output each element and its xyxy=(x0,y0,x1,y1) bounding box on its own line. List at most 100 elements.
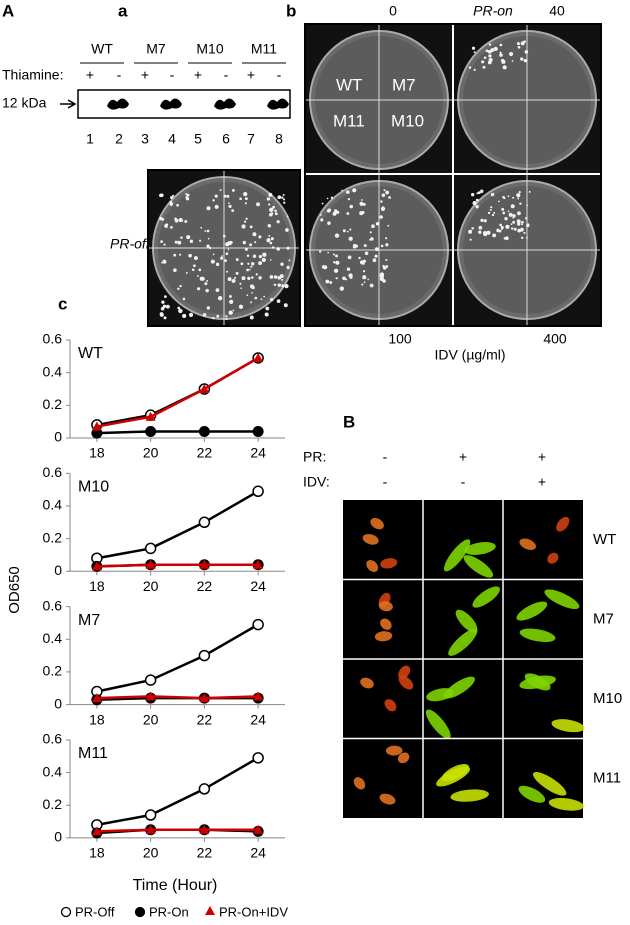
plate-label: PR-off xyxy=(110,236,152,252)
colony xyxy=(519,202,522,205)
colony xyxy=(499,53,503,57)
colony xyxy=(274,212,278,216)
y-tick-label: 0.2 xyxy=(43,796,63,812)
lane-number: 1 xyxy=(86,131,94,147)
marker xyxy=(253,352,264,362)
chart-title: M11 xyxy=(78,745,108,762)
colony xyxy=(235,258,239,262)
colony xyxy=(244,247,248,251)
cell xyxy=(384,699,397,712)
cell xyxy=(544,589,580,610)
x-tick-label: 24 xyxy=(250,711,266,727)
colony xyxy=(286,215,289,218)
colony xyxy=(334,233,340,238)
colony xyxy=(511,60,514,62)
colony xyxy=(186,235,191,240)
colony xyxy=(258,255,263,259)
colony xyxy=(269,207,274,212)
colony xyxy=(371,224,375,229)
colony xyxy=(288,259,291,262)
cell xyxy=(366,560,379,573)
colony xyxy=(501,59,506,64)
marker xyxy=(199,384,210,393)
colony xyxy=(335,254,338,258)
pr-sign: + xyxy=(459,449,467,465)
colony xyxy=(282,198,286,201)
colony xyxy=(285,228,289,232)
colony xyxy=(318,250,322,253)
x-tick-label: 22 xyxy=(197,711,213,727)
cell xyxy=(380,618,392,630)
band xyxy=(267,98,289,110)
series-line xyxy=(96,356,259,427)
thiamine-sign: - xyxy=(117,67,122,83)
colony xyxy=(206,229,210,233)
colony xyxy=(231,209,235,212)
quadrant-label: M10 xyxy=(391,111,424,130)
colony xyxy=(508,51,514,57)
colony xyxy=(342,229,346,233)
y-tick-label: 0.2 xyxy=(43,396,63,412)
chart-title: M10 xyxy=(78,479,109,496)
colony xyxy=(178,308,183,314)
colony xyxy=(258,276,262,280)
colony xyxy=(249,284,254,289)
x-tick-label: 24 xyxy=(250,445,266,461)
strain-label: M11 xyxy=(593,769,621,786)
lane-number: 3 xyxy=(141,131,149,147)
series-line xyxy=(96,490,259,560)
strain-label: WT xyxy=(593,531,616,548)
colony xyxy=(348,236,353,241)
x-tick-label: 24 xyxy=(250,578,266,594)
cell xyxy=(463,555,494,578)
colony xyxy=(199,276,204,281)
colony xyxy=(256,202,260,207)
marker xyxy=(252,485,264,498)
colony xyxy=(329,281,333,285)
quadrant-label: WT xyxy=(336,75,362,94)
colony xyxy=(363,244,367,248)
colony xyxy=(233,276,237,279)
colony xyxy=(255,273,258,276)
colony xyxy=(214,204,219,209)
colony xyxy=(210,259,215,264)
colony xyxy=(270,297,274,302)
x-tick-label: 20 xyxy=(143,445,159,461)
colony xyxy=(379,215,383,219)
colony xyxy=(352,188,357,193)
colony xyxy=(215,288,220,293)
colony xyxy=(280,262,284,266)
legend: PR-Off PR-On PR-On+IDV xyxy=(60,904,288,919)
thiamine-sign: + xyxy=(86,67,94,83)
colony xyxy=(164,295,167,299)
y-tick-label: 0.4 xyxy=(43,630,63,646)
panel-label: A xyxy=(2,1,14,20)
colony xyxy=(283,303,288,308)
colony xyxy=(367,278,370,281)
colony xyxy=(362,275,367,280)
colony xyxy=(286,265,290,270)
cell xyxy=(551,719,585,733)
thiamine-sign: - xyxy=(224,67,229,83)
colony xyxy=(387,224,390,227)
cell xyxy=(379,793,396,805)
colony xyxy=(471,227,474,230)
colony xyxy=(220,256,224,260)
legend-label: PR-On+IDV xyxy=(219,904,288,919)
colony xyxy=(487,211,491,215)
colony xyxy=(193,256,198,261)
marker xyxy=(91,561,102,571)
colony xyxy=(483,56,487,59)
colony xyxy=(347,198,351,201)
colony xyxy=(165,223,169,227)
colony xyxy=(516,42,520,46)
colony xyxy=(228,202,230,204)
colony xyxy=(523,58,528,63)
colony xyxy=(369,231,372,234)
colony xyxy=(161,217,165,221)
colony xyxy=(524,50,529,54)
cell xyxy=(455,609,478,633)
colony xyxy=(286,246,290,250)
strain-label: M7 xyxy=(146,41,166,57)
y-tick-label: 0.4 xyxy=(43,363,63,379)
